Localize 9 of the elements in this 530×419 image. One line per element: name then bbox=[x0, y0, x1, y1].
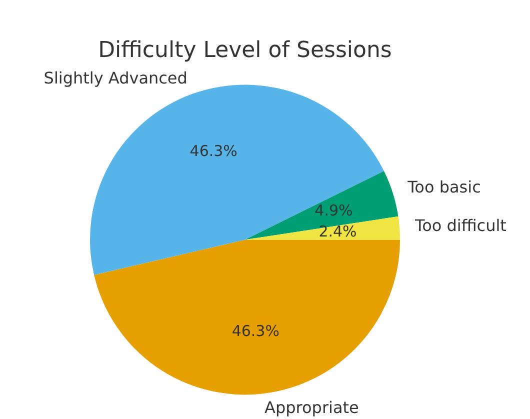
data-label: 46.3% bbox=[190, 142, 238, 160]
slice-label: Slightly Advanced bbox=[44, 68, 188, 88]
slice-label: Too difficult bbox=[414, 216, 506, 235]
data-label: 46.3% bbox=[232, 322, 280, 340]
slice-label: Appropriate bbox=[264, 398, 359, 418]
slice-label: Too basic bbox=[406, 178, 481, 197]
data-label: 2.4% bbox=[318, 222, 357, 241]
chart-title: Difficulty Level of Sessions bbox=[98, 38, 392, 63]
data-label: 4.9% bbox=[314, 202, 353, 220]
